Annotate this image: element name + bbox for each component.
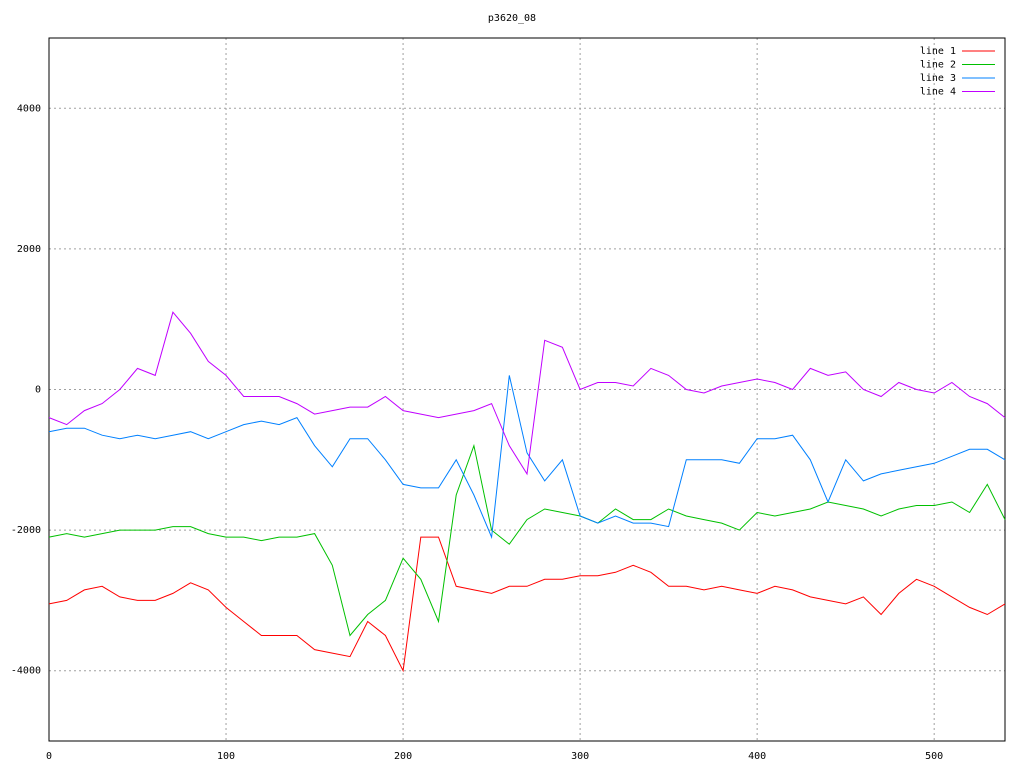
x-tick-label: 100 [217, 751, 235, 762]
legend-label: line 3 [920, 73, 956, 84]
y-tick-label: 2000 [17, 244, 41, 255]
plot-frame [48, 37, 1006, 742]
x-tick-label: 400 [748, 751, 766, 762]
y-tick-label: -2000 [11, 525, 41, 536]
y-tick-label: -4000 [11, 666, 41, 677]
x-tick-label: 0 [46, 751, 52, 762]
series-line [48, 375, 1006, 540]
x-tick-label: 300 [571, 751, 589, 762]
series-line [48, 536, 1006, 673]
legend-label: line 2 [920, 60, 956, 71]
series-line [48, 443, 1006, 637]
chart-title: p3620_08 [488, 13, 536, 24]
legend-label: line 4 [920, 87, 956, 98]
series-line [48, 311, 1006, 476]
x-tick-label: 500 [925, 751, 943, 762]
legend-label: line 1 [920, 46, 956, 57]
y-tick-label: 4000 [17, 103, 41, 114]
y-tick-label: 0 [35, 385, 41, 396]
x-tick-label: 200 [394, 751, 412, 762]
